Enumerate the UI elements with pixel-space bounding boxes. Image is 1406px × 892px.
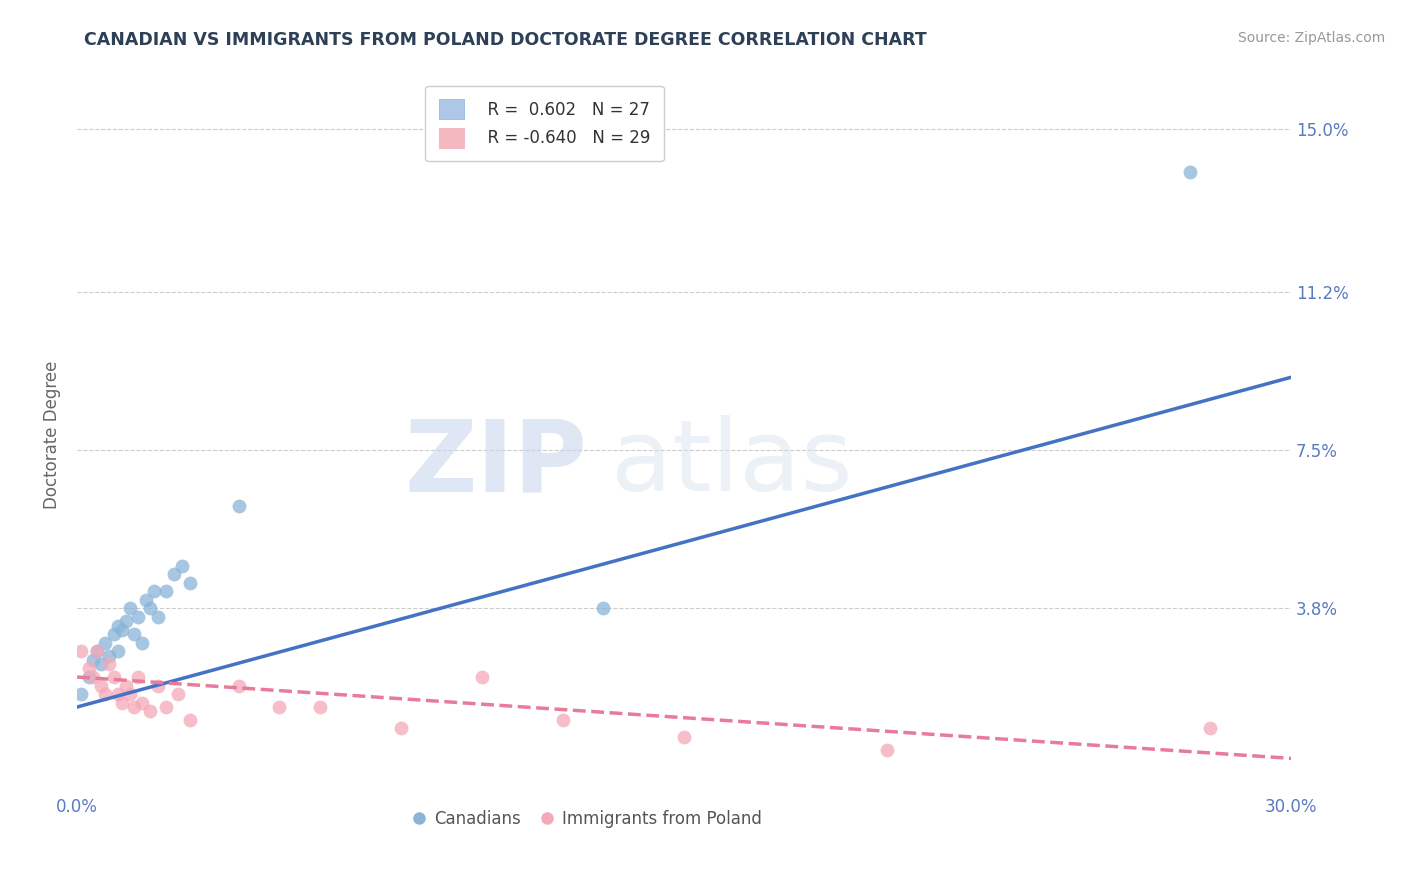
Point <box>179 575 201 590</box>
Y-axis label: Doctorate Degree: Doctorate Degree <box>44 361 60 509</box>
Point <box>94 636 117 650</box>
Point <box>146 610 169 624</box>
Point <box>592 601 614 615</box>
Point <box>139 601 162 615</box>
Point <box>146 679 169 693</box>
Point <box>172 558 194 573</box>
Point <box>94 687 117 701</box>
Point <box>70 687 93 701</box>
Legend: Canadians, Immigrants from Poland: Canadians, Immigrants from Poland <box>405 803 769 834</box>
Point <box>309 700 332 714</box>
Point <box>135 593 157 607</box>
Point <box>90 679 112 693</box>
Point <box>118 601 141 615</box>
Point <box>86 644 108 658</box>
Point <box>98 648 121 663</box>
Point <box>471 670 494 684</box>
Point <box>77 670 100 684</box>
Point <box>143 584 166 599</box>
Point <box>107 618 129 632</box>
Point <box>127 670 149 684</box>
Point <box>107 687 129 701</box>
Point <box>228 499 250 513</box>
Point <box>127 610 149 624</box>
Point <box>118 687 141 701</box>
Text: ZIP: ZIP <box>404 415 588 512</box>
Point <box>131 696 153 710</box>
Point <box>114 679 136 693</box>
Point <box>103 670 125 684</box>
Text: Source: ZipAtlas.com: Source: ZipAtlas.com <box>1237 31 1385 45</box>
Point <box>110 696 132 710</box>
Text: CANADIAN VS IMMIGRANTS FROM POLAND DOCTORATE DEGREE CORRELATION CHART: CANADIAN VS IMMIGRANTS FROM POLAND DOCTO… <box>84 31 927 49</box>
Point <box>389 722 412 736</box>
Point <box>155 700 177 714</box>
Point <box>122 627 145 641</box>
Point <box>107 644 129 658</box>
Point <box>1178 164 1201 178</box>
Point <box>155 584 177 599</box>
Point <box>167 687 190 701</box>
Point <box>70 644 93 658</box>
Point <box>114 615 136 629</box>
Point <box>90 657 112 672</box>
Point <box>131 636 153 650</box>
Point <box>551 713 574 727</box>
Text: atlas: atlas <box>612 415 853 512</box>
Point <box>103 627 125 641</box>
Point <box>122 700 145 714</box>
Point <box>139 704 162 718</box>
Point <box>1199 722 1222 736</box>
Point <box>179 713 201 727</box>
Point <box>86 644 108 658</box>
Point <box>110 623 132 637</box>
Point <box>82 653 104 667</box>
Point <box>673 730 696 744</box>
Point <box>228 679 250 693</box>
Point <box>163 567 186 582</box>
Point <box>269 700 291 714</box>
Point <box>77 661 100 675</box>
Point <box>98 657 121 672</box>
Point <box>82 670 104 684</box>
Point <box>876 743 898 757</box>
